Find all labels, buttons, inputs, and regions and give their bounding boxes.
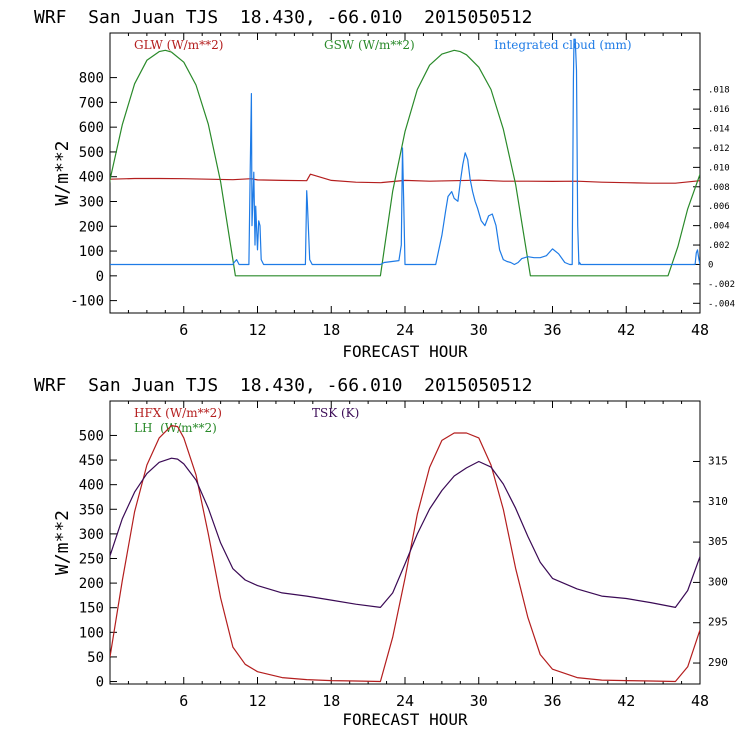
series-line-glw [110,173,700,184]
x-axis-label: FORECAST HOUR [342,710,468,729]
legend-entry: GSW (W/m**2) [324,38,415,52]
y-tick-label: 600 [79,120,104,136]
x-tick-label: 36 [543,692,561,710]
x-tick-label: 30 [470,321,488,339]
y2-tick-label: .004 [708,222,730,232]
x-tick-label: 30 [470,692,488,710]
y2-tick-label: .002 [708,241,730,251]
x-axis-label: FORECAST HOUR [342,342,468,361]
x-tick-label: 18 [322,321,340,339]
x-tick-label: 42 [617,692,635,710]
legend-entry: GLW (W/m**2) [134,38,223,52]
y-tick-label: 400 [79,478,104,494]
x-tick-label: 24 [396,692,414,710]
series-line-tsk [110,457,700,609]
series-group [110,38,700,277]
series-line-integrated [110,38,700,266]
y2-tick-label: .018 [708,86,730,96]
x-tick-label: 48 [691,321,709,339]
y2-tick-label: .012 [708,144,730,154]
y2-tick-label: .006 [708,202,730,212]
x-tick-label: 48 [691,692,709,710]
y-tick-label: 300 [79,194,104,210]
x-tick-label: 12 [248,321,266,339]
y-tick-label: 150 [79,601,104,617]
y2-tick-label: 290 [708,656,728,669]
y2-tick-label: .008 [708,183,730,193]
chart-panel-2: WRF San Juan TJS 18.430, -66.010 2015050… [34,375,728,729]
x-tick-label: 6 [179,692,188,710]
legend-entry: HFX (W/m**2) [134,406,222,420]
y-tick-label: 50 [87,650,104,666]
y2-tick-label: .016 [708,105,730,115]
y-tick-label: 400 [79,170,104,186]
y-tick-label: 100 [79,625,104,641]
y2-tick-label: 0 [708,260,713,270]
y2-tick-label: 300 [708,575,728,588]
series-line-gsw [110,49,700,277]
y2-tick-label: 295 [708,616,728,629]
y2-tick-label: -.002 [708,280,735,290]
y-tick-label: 0 [96,269,104,285]
y2-tick-label: 305 [708,535,728,548]
chart-panel-1: WRF San Juan TJS 18.430, -66.010 2015050… [34,7,735,361]
legend-entry: TSK (K) [312,406,359,420]
y-axis-label: W/m**2 [52,140,73,205]
y-tick-label: 500 [79,428,104,444]
y-tick-label: 200 [79,219,104,235]
y-tick-label: 250 [79,551,104,567]
series-group [110,425,700,683]
y-tick-label: -100 [70,294,104,310]
y-tick-label: 450 [79,453,104,469]
y-tick-label: 800 [79,71,104,87]
y2-tick-label: 310 [708,495,728,508]
y-tick-label: 200 [79,576,104,592]
series-line-hfx [110,425,700,683]
x-tick-label: 42 [617,321,635,339]
x-tick-label: 18 [322,692,340,710]
y-tick-label: 100 [79,244,104,260]
y-axis-label: W/m**2 [52,510,73,575]
y2-tick-label: 315 [708,454,728,467]
x-tick-label: 24 [396,321,414,339]
chart-title: WRF San Juan TJS 18.430, -66.010 2015050… [34,375,533,396]
y2-tick-label: -.004 [708,299,735,309]
y2-tick-label: .010 [708,163,730,173]
legend-entry: LH (W/m**2) [134,421,217,435]
y2-tick-label: .014 [708,125,730,135]
legend-entry: Integrated cloud (mm) [494,38,632,52]
x-tick-label: 36 [543,321,561,339]
x-tick-label: 12 [248,692,266,710]
y-tick-label: 300 [79,527,104,543]
y-tick-label: 700 [79,95,104,111]
y-tick-label: 500 [79,145,104,161]
y-tick-label: 0 [96,675,104,691]
x-tick-label: 6 [179,321,188,339]
chart-title: WRF San Juan TJS 18.430, -66.010 2015050… [34,7,533,28]
y-tick-label: 350 [79,502,104,518]
